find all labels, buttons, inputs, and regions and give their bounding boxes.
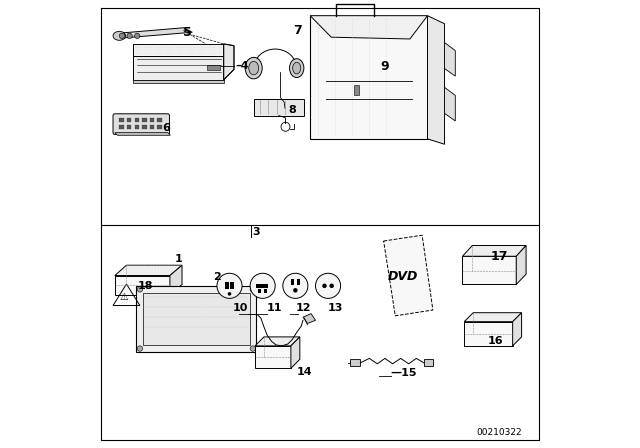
Polygon shape	[424, 359, 433, 366]
Polygon shape	[463, 256, 516, 284]
Polygon shape	[513, 313, 522, 346]
Polygon shape	[114, 28, 192, 38]
Bar	[157, 118, 162, 122]
Text: 6: 6	[163, 123, 170, 133]
Text: 18: 18	[137, 281, 153, 291]
Polygon shape	[464, 313, 522, 322]
Polygon shape	[428, 16, 445, 144]
Circle shape	[250, 287, 255, 292]
Text: 10: 10	[232, 303, 248, 313]
Polygon shape	[115, 276, 170, 295]
Text: 12: 12	[296, 303, 311, 313]
Polygon shape	[132, 56, 223, 80]
Bar	[257, 284, 268, 288]
Ellipse shape	[245, 57, 262, 79]
Text: 8: 8	[289, 105, 296, 115]
Circle shape	[323, 284, 327, 288]
Ellipse shape	[289, 59, 304, 78]
Bar	[127, 118, 131, 122]
Polygon shape	[115, 265, 182, 276]
Polygon shape	[132, 80, 223, 83]
Polygon shape	[291, 337, 300, 368]
Circle shape	[283, 273, 308, 298]
Text: 13: 13	[328, 303, 344, 313]
Polygon shape	[516, 246, 526, 284]
Bar	[157, 125, 162, 129]
Polygon shape	[445, 43, 455, 76]
Bar	[150, 118, 154, 122]
Bar	[291, 279, 294, 285]
Text: DVD: DVD	[388, 270, 418, 284]
Polygon shape	[170, 265, 182, 295]
Bar	[297, 279, 300, 285]
Polygon shape	[143, 293, 250, 345]
Circle shape	[137, 346, 143, 351]
Circle shape	[250, 273, 275, 298]
Circle shape	[119, 33, 125, 39]
Text: 00210322: 00210322	[476, 428, 522, 437]
Bar	[225, 282, 228, 289]
Polygon shape	[132, 44, 223, 56]
Circle shape	[316, 273, 340, 298]
Bar	[119, 125, 124, 129]
Polygon shape	[351, 359, 360, 366]
Text: 9: 9	[380, 60, 389, 73]
Text: 14: 14	[297, 367, 312, 377]
Polygon shape	[255, 337, 300, 346]
Ellipse shape	[249, 61, 259, 75]
Polygon shape	[310, 16, 428, 139]
Circle shape	[217, 273, 242, 298]
Text: –4: –4	[235, 61, 248, 71]
Circle shape	[250, 346, 255, 351]
Polygon shape	[310, 16, 428, 39]
Bar	[264, 289, 267, 293]
Polygon shape	[383, 235, 433, 316]
Circle shape	[330, 284, 334, 288]
Polygon shape	[136, 286, 257, 352]
Circle shape	[293, 288, 298, 293]
Bar	[150, 125, 154, 129]
Bar	[258, 289, 261, 293]
Text: 17: 17	[490, 250, 508, 263]
Bar	[134, 125, 139, 129]
Text: 1: 1	[174, 254, 182, 264]
Bar	[127, 125, 131, 129]
Polygon shape	[303, 314, 316, 323]
Bar	[207, 65, 220, 70]
Circle shape	[134, 33, 140, 39]
Text: 7: 7	[293, 24, 302, 37]
Polygon shape	[253, 99, 304, 116]
Bar	[142, 118, 147, 122]
Text: 2: 2	[213, 272, 221, 282]
Ellipse shape	[292, 62, 301, 74]
Polygon shape	[255, 346, 291, 368]
Polygon shape	[445, 87, 455, 121]
Text: 3: 3	[252, 227, 260, 237]
Text: ⚠: ⚠	[120, 292, 129, 302]
Polygon shape	[464, 322, 513, 346]
Circle shape	[127, 33, 132, 39]
Bar	[354, 85, 360, 95]
Text: 16: 16	[488, 336, 504, 346]
Polygon shape	[223, 44, 234, 80]
Circle shape	[228, 292, 231, 296]
Polygon shape	[463, 246, 526, 256]
Text: 5: 5	[183, 26, 192, 39]
Polygon shape	[115, 133, 170, 135]
Circle shape	[137, 287, 143, 292]
Text: 11: 11	[267, 303, 283, 313]
Bar	[142, 125, 147, 129]
Text: —15: —15	[391, 368, 417, 378]
FancyBboxPatch shape	[113, 114, 170, 134]
Bar	[119, 118, 124, 122]
Ellipse shape	[113, 31, 125, 40]
Bar	[230, 282, 234, 289]
Bar	[134, 118, 139, 122]
